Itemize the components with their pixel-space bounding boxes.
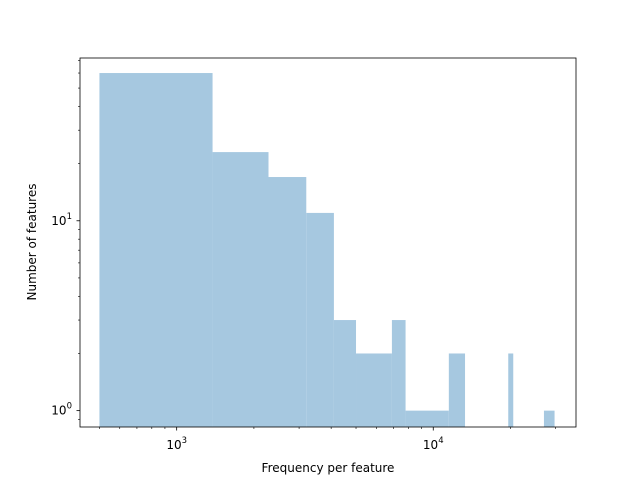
bars-group (99, 73, 555, 427)
histogram-bar-9 (508, 353, 514, 427)
x-tick-label: 104 (423, 436, 444, 452)
histogram-bar-7 (405, 410, 449, 427)
y-axis-ticks: 100 101 (51, 60, 80, 420)
x-tick-label: 103 (166, 436, 187, 452)
x-axis-ticks: 103 104 (99, 427, 556, 452)
x-axis-label: Frequency per feature (262, 461, 395, 475)
histogram-bar-3 (306, 212, 334, 427)
histogram-bar-1 (212, 152, 269, 427)
histogram-bar-10 (543, 410, 555, 427)
histogram-bar-8 (448, 353, 466, 427)
histogram-bar-5 (356, 353, 392, 427)
histogram-bar-6 (391, 320, 406, 427)
y-axis-label: Number of features (25, 184, 39, 301)
plot-frame (79, 57, 577, 428)
y-tick-label: 100 (51, 402, 72, 418)
histogram-bar-2 (268, 177, 307, 427)
histogram-bar-4 (333, 320, 357, 427)
y-tick-label: 101 (51, 212, 72, 228)
histogram-bar-0 (99, 73, 213, 427)
